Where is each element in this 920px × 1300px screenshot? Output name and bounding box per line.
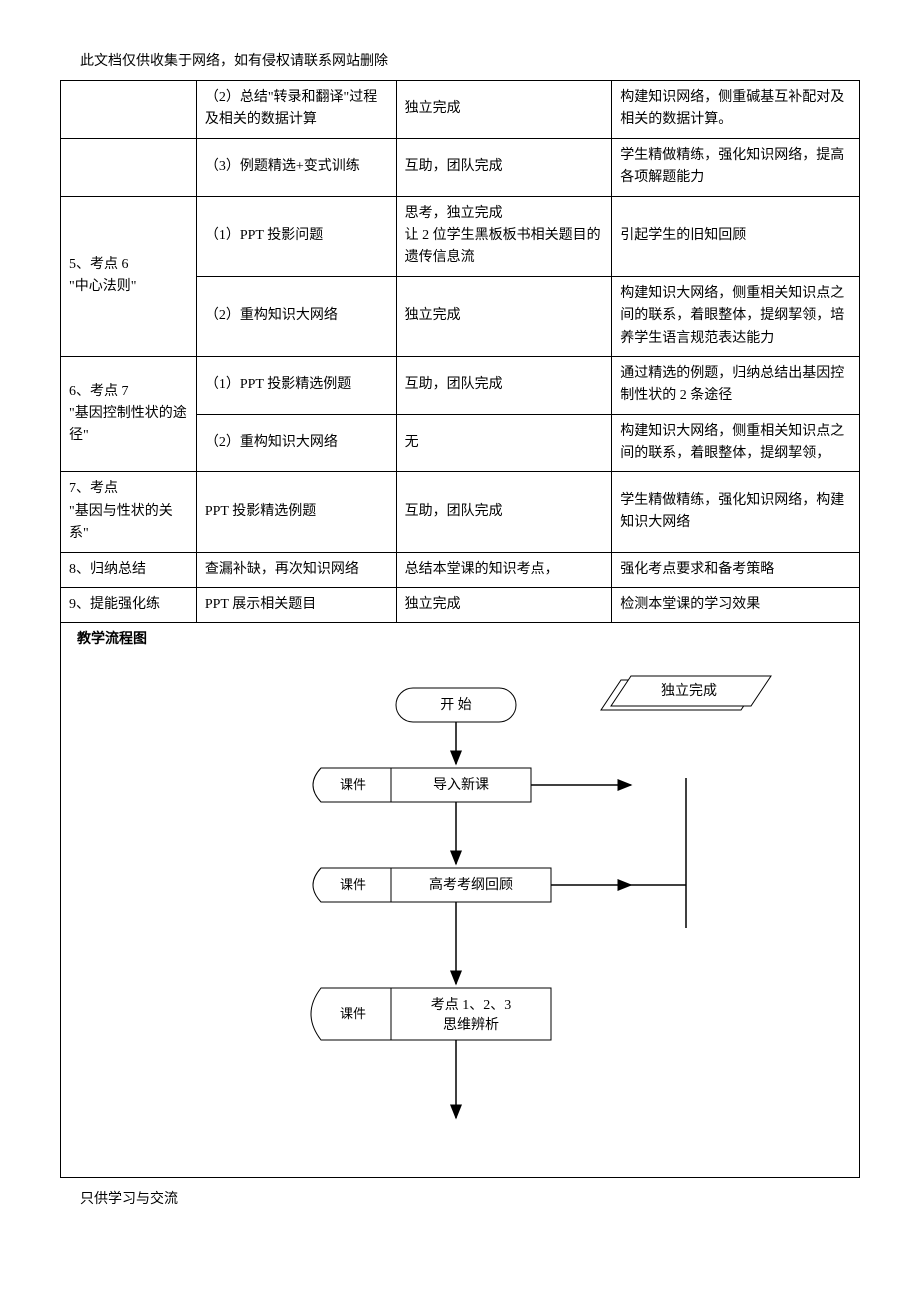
- cell-method: 互助，团队完成: [396, 472, 612, 552]
- callout-independent: 独立完成: [601, 676, 771, 710]
- cell-activity: PPT 投影精选例题: [196, 472, 396, 552]
- cell-activity: PPT 展示相关题目: [196, 588, 396, 623]
- cell-goal: 检测本堂课的学习效果: [612, 588, 860, 623]
- flow-title: 教学流程图: [69, 626, 155, 653]
- cell-topic: 5、考点 6"中心法则": [61, 196, 197, 356]
- flow-side-2: 课件: [313, 868, 391, 902]
- header-note: 此文档仅供收集于网络，如有侵权请联系网站删除: [80, 50, 840, 70]
- cell-activity: （2）总结"转录和翻译"过程及相关的数据计算: [196, 81, 396, 139]
- cell-method: 总结本堂课的知识考点，: [396, 552, 612, 587]
- flow-side-1: 课件: [313, 768, 391, 802]
- cell-activity: （2）重构知识大网络: [196, 276, 396, 356]
- flow-step-3a-label: 考点 1、2、3: [431, 997, 512, 1013]
- table-row: 5、考点 6"中心法则"（1）PPT 投影问题思考，独立完成让 2 位学生黑板板…: [61, 196, 860, 276]
- cell-goal: 学生精做精练，强化知识网络，构建知识大网络: [612, 472, 860, 552]
- cell-activity: （1）PPT 投影精选例题: [196, 356, 396, 414]
- cell-topic: 6、考点 7"基因控制性状的途径": [61, 356, 197, 472]
- cell-method: 独立完成: [396, 81, 612, 139]
- svg-text:课件: 课件: [340, 1006, 366, 1021]
- cell-goal: 通过精选的例题，归纳总结出基因控制性状的 2 条途径: [612, 356, 860, 414]
- table-row: （2）总结"转录和翻译"过程及相关的数据计算独立完成构建知识网络，侧重碱基互补配…: [61, 81, 860, 139]
- cell-activity: （3）例题精选+变式训练: [196, 138, 396, 196]
- flowchart-container: 独立完成 开 始 课件 导入新课 课件 高考考纲回顾 课件: [60, 658, 860, 1178]
- lesson-table: （2）总结"转录和翻译"过程及相关的数据计算独立完成构建知识网络，侧重碱基互补配…: [60, 80, 860, 658]
- flowchart-svg: 独立完成 开 始 课件 导入新课 课件 高考考纲回顾 课件: [61, 668, 861, 1168]
- cell-topic: [61, 81, 197, 139]
- flow-step-2-label: 高考考纲回顾: [429, 876, 513, 893]
- cell-goal: 学生精做精练，强化知识网络，提高各项解题能力: [612, 138, 860, 196]
- footer-note: 只供学习与交流: [80, 1188, 840, 1208]
- table-row: 7、考点"基因与性状的关系"PPT 投影精选例题互助，团队完成学生精做精练，强化…: [61, 472, 860, 552]
- cell-activity: （1）PPT 投影问题: [196, 196, 396, 276]
- cell-topic: 8、归纳总结: [61, 552, 197, 587]
- cell-activity: 查漏补缺，再次知识网络: [196, 552, 396, 587]
- flow-side-3: 课件: [311, 988, 391, 1040]
- cell-goal: 强化考点要求和备考策略: [612, 552, 860, 587]
- cell-activity: （2）重构知识大网络: [196, 414, 396, 472]
- cell-topic: [61, 138, 197, 196]
- flow-start-label: 开 始: [440, 697, 472, 713]
- cell-topic: 7、考点"基因与性状的关系": [61, 472, 197, 552]
- flow-step-1-label: 导入新课: [433, 777, 489, 793]
- flow-title-cell: 教学流程图: [61, 623, 860, 658]
- table-row: （3）例题精选+变式训练互助，团队完成学生精做精练，强化知识网络，提高各项解题能…: [61, 138, 860, 196]
- cell-goal: 构建知识大网络，侧重相关知识点之间的联系，着眼整体，提纲挈领，培养学生语言规范表…: [612, 276, 860, 356]
- flow-step-3b-label: 思维辨析: [443, 1017, 499, 1033]
- cell-method: 独立完成: [396, 276, 612, 356]
- cell-goal: 引起学生的旧知回顾: [612, 196, 860, 276]
- cell-method: 互助，团队完成: [396, 356, 612, 414]
- cell-topic: 9、提能强化练: [61, 588, 197, 623]
- cell-method: 互助，团队完成: [396, 138, 612, 196]
- cell-method: 思考，独立完成让 2 位学生黑板板书相关题目的遗传信息流: [396, 196, 612, 276]
- table-row: 6、考点 7"基因控制性状的途径"（1）PPT 投影精选例题互助，团队完成通过精…: [61, 356, 860, 414]
- cell-goal: 构建知识网络，侧重碱基互补配对及相关的数据计算。: [612, 81, 860, 139]
- cell-method: 无: [396, 414, 612, 472]
- svg-text:课件: 课件: [340, 877, 366, 892]
- callout-text: 独立完成: [661, 683, 717, 699]
- cell-method: 独立完成: [396, 588, 612, 623]
- table-row: 9、提能强化练PPT 展示相关题目独立完成检测本堂课的学习效果: [61, 588, 860, 623]
- table-row: 8、归纳总结查漏补缺，再次知识网络总结本堂课的知识考点，强化考点要求和备考策略: [61, 552, 860, 587]
- cell-goal: 构建知识大网络，侧重相关知识点之间的联系，着眼整体，提纲挈领，: [612, 414, 860, 472]
- svg-text:课件: 课件: [340, 777, 366, 792]
